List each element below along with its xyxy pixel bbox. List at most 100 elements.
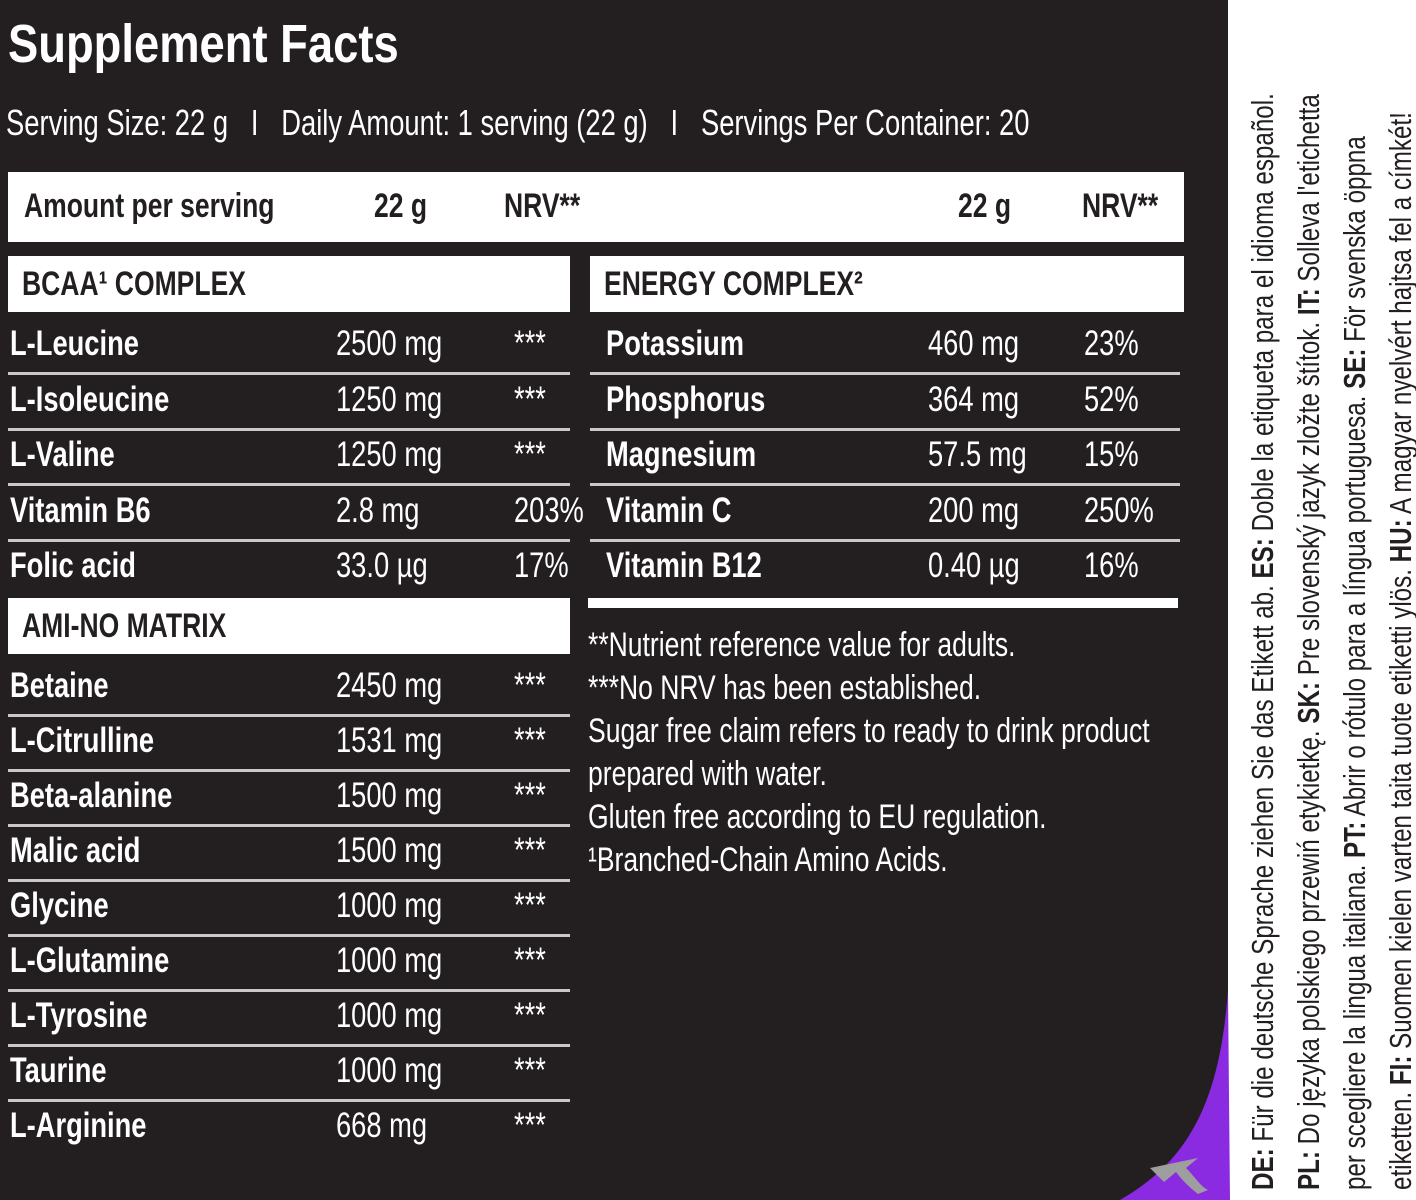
nutrient-name: L-Isoleucine [10, 378, 214, 422]
nutrient-amount-text: 57.5 mg [928, 435, 1027, 474]
nutrient-amount: 1250 mg [336, 378, 472, 422]
language-text: per scegliere la lingua italiana. [1337, 857, 1372, 1190]
nutrient-nrv-text: *** [514, 721, 546, 760]
row-divider [590, 538, 1180, 542]
nutrient-amount: 0.40 µg [928, 544, 1045, 588]
language-line: etiketten. FI: Suomen kielen varten tait… [1378, 10, 1416, 1190]
nutrient-nrv-text: 250% [1084, 490, 1154, 530]
amino-section-header: AMI-NO MATRIX [8, 598, 570, 654]
nutrient-nrv: 15% [1084, 433, 1154, 477]
nutrient-amount: 1000 mg [336, 939, 472, 983]
nutrient-nrv: *** [514, 322, 555, 366]
row-divider [590, 427, 1180, 431]
nutrient-amount-text: 1250 mg [336, 379, 443, 419]
nutrient-nrv: *** [514, 719, 555, 763]
nutrient-amount-text: 1500 mg [336, 776, 443, 815]
nutrient-amount-text: 1000 mg [336, 941, 443, 980]
nutrient-nrv: 23% [1084, 322, 1154, 366]
footnote-line: ***No NRV has been established. [588, 667, 1092, 710]
nutrient-nrv: *** [514, 774, 555, 818]
language-text: Pre slovenský jazyk zložte štítok. [1291, 315, 1326, 683]
nutrient-nrv-text: 203% [514, 490, 584, 530]
peel-arrow [1150, 1158, 1208, 1194]
nutrient-name: L-Tyrosine [10, 994, 186, 1038]
nutrient-nrv-text: *** [514, 666, 546, 705]
row-divider [590, 372, 1180, 375]
nutrient-amount-text: 1000 mg [336, 996, 443, 1035]
footnote-text: prepared with water. [588, 755, 827, 793]
language-code: DE: [1245, 1148, 1280, 1190]
title-text: Supplement Facts [8, 14, 399, 74]
language-line-text: etiketten. FI: Suomen kielen varten tait… [1378, 112, 1416, 1190]
nutrient-nrv: *** [514, 994, 555, 1038]
amount-col-right: 22 g [958, 187, 1012, 225]
nutrient-nrv: 203% [514, 489, 604, 533]
nutrient-amount-text: 1000 mg [336, 1051, 443, 1090]
bcaa-section-title: BCAA¹ COMPLEX [22, 265, 246, 303]
nutrient-amount-text: 460 mg [928, 324, 1020, 363]
nutrient-name: Magnesium [606, 433, 799, 477]
nutrient-nrv-text: *** [514, 1106, 546, 1145]
nutrient-name: L-Glutamine [10, 939, 214, 983]
row-divider [8, 989, 570, 992]
nutrient-name-text: Taurine [10, 1051, 107, 1090]
amino-section-title: AMI-NO MATRIX [22, 607, 227, 645]
nutrient-amount: 1500 mg [336, 829, 472, 873]
nutrient-name-text: Folic acid [10, 546, 136, 585]
nutrient-name-text: Malic acid [10, 831, 141, 870]
nutrient-amount-text: 668 mg [336, 1106, 428, 1145]
footnote-text: **Nutrient reference value for adults. [588, 626, 1016, 664]
language-line-text: DE: Für die deutsche Sprache ziehen Sie … [1240, 93, 1286, 1190]
nutrient-amount-text: 2500 mg [336, 324, 443, 363]
row-divider [8, 1099, 570, 1102]
row-divider [590, 483, 1180, 486]
language-line: PL: Do języka polskiego przewiń etykietk… [1286, 10, 1332, 1190]
nutrient-nrv: *** [514, 939, 555, 983]
language-line-text: PL: Do języka polskiego przewiń etykietk… [1286, 94, 1332, 1190]
nutrient-name: L-Valine [10, 433, 144, 477]
nutrient-nrv: *** [514, 884, 555, 928]
nutrient-nrv-text: 16% [1084, 546, 1139, 585]
nutrient-name: Folic acid [10, 544, 171, 588]
nutrient-amount: 1531 mg [336, 719, 472, 763]
nutrient-name: L-Arginine [10, 1104, 185, 1148]
nutrient-nrv: *** [514, 1104, 555, 1148]
nutrient-amount-text: 33.0 µg [336, 546, 428, 585]
row-divider [8, 427, 570, 431]
nutrient-nrv: *** [514, 433, 555, 477]
footnote-text: Gluten free according to EU regulation. [588, 798, 1047, 836]
row-divider [8, 372, 570, 375]
nutrient-name: Vitamin B6 [10, 489, 190, 533]
row-divider [8, 714, 570, 717]
nutrient-amount-text: 0.40 µg [928, 546, 1020, 585]
language-sidebar [1230, 0, 1416, 1200]
nutrient-name: Betaine [10, 664, 136, 708]
nutrient-nrv-text: *** [514, 886, 546, 925]
nutrient-nrv-text: 52% [1084, 379, 1139, 419]
amount-col-left: 22 g [374, 187, 428, 225]
nutrient-name-text: Vitamin B12 [606, 546, 762, 585]
row-divider [8, 538, 570, 542]
row-divider [8, 934, 570, 937]
language-code: IT: [1291, 288, 1326, 316]
row-divider [8, 1044, 570, 1047]
bcaa-section-header: BCAA¹ COMPLEX [8, 256, 570, 312]
nutrient-amount-text: 2450 mg [336, 666, 443, 705]
energy-section-header: ENERGY COMPLEX² [590, 256, 1184, 312]
language-line: per scegliere la lingua italiana. PT: Ab… [1332, 10, 1378, 1190]
footnote-line: prepared with water. [588, 753, 894, 796]
nutrient-amount: 1500 mg [336, 774, 472, 818]
nutrient-amount-text: 200 mg [928, 490, 1020, 530]
nutrient-name: Vitamin C [606, 489, 767, 533]
nutrient-name-text: Vitamin B6 [10, 490, 151, 530]
amount-header-bar: Amount per serving 22 g NRV** 22 g NRV** [8, 172, 1184, 242]
nutrient-name-text: L-Citrulline [10, 721, 155, 760]
nutrient-nrv-text: 23% [1084, 324, 1139, 363]
language-code: PL: [1291, 1151, 1326, 1190]
nutrient-amount-text: 1531 mg [336, 721, 443, 760]
nutrient-nrv: 17% [514, 544, 584, 588]
nutrient-nrv-text: *** [514, 996, 546, 1035]
nutrient-name: Taurine [10, 1049, 134, 1093]
page-title: Supplement Facts [8, 12, 473, 76]
